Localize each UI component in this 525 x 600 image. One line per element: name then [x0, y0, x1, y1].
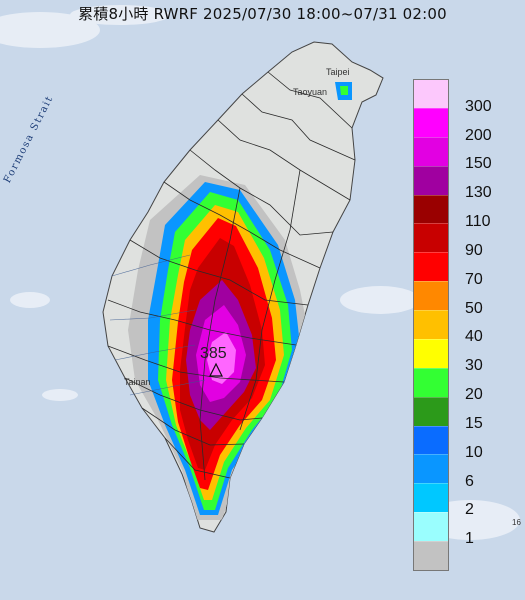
max-rain-marker-icon — [209, 362, 223, 377]
legend-label: 30 — [465, 357, 483, 375]
legend-swatch — [414, 483, 448, 513]
legend-label: 150 — [465, 155, 492, 173]
legend-swatch — [414, 165, 448, 195]
legend-swatch — [414, 541, 448, 570]
legend-swatch — [414, 252, 448, 282]
legend-swatch — [414, 107, 448, 137]
legend-label: 70 — [465, 270, 483, 288]
legend-swatch — [414, 454, 448, 484]
legend-labels: 300 200 150 130 110 90 70 50 40 30 20 15 10 6 2 1 — [460, 79, 520, 569]
legend-label: 300 — [465, 97, 492, 115]
legend-swatch — [414, 281, 448, 310]
edge-label: 16 — [512, 518, 521, 527]
legend-swatch — [414, 80, 448, 108]
legend-label: 200 — [465, 126, 492, 144]
legend-label: 2 — [465, 501, 474, 519]
color-legend — [413, 79, 449, 571]
city-label-taipei: Taipei — [326, 67, 350, 77]
legend-label: 90 — [465, 241, 483, 259]
legend-swatch — [414, 367, 448, 397]
legend-swatch — [414, 396, 448, 426]
legend-label: 50 — [465, 299, 483, 317]
legend-swatch — [414, 512, 448, 541]
legend-label: 110 — [465, 213, 491, 231]
map-title: 累積8小時 RWRF 2025/07/30 18:00~07/31 02:00 — [78, 5, 447, 23]
legend-label: 6 — [465, 472, 474, 490]
legend-swatch — [414, 310, 448, 339]
legend-swatch — [414, 136, 448, 166]
city-label-taoyuan: Taoyuan — [293, 87, 328, 97]
legend-label: 10 — [465, 443, 483, 461]
legend-label: 130 — [465, 184, 492, 202]
max-rainfall-value: 385 — [200, 345, 227, 362]
legend-swatch — [414, 194, 448, 224]
legend-label: 40 — [465, 328, 483, 346]
legend-label: 15 — [465, 414, 483, 432]
legend-label: 1 — [465, 530, 474, 548]
legend-swatch — [414, 223, 448, 253]
legend-label: 20 — [465, 386, 483, 404]
legend-swatch — [414, 425, 448, 455]
legend-swatch — [414, 338, 448, 368]
city-label-tainan: Tainan — [124, 377, 151, 387]
